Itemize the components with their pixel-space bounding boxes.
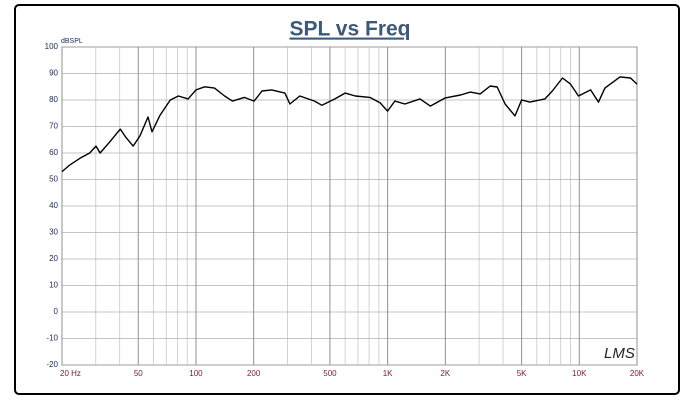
chart-title: SPL vs Freq	[290, 18, 411, 41]
x-tick-label: 20 Hz	[60, 369, 81, 378]
y-tick-label: 100	[45, 42, 59, 51]
y-tick-label: -10	[46, 334, 58, 343]
x-tick-label: 200	[247, 369, 261, 378]
x-tick-label: 20K	[630, 369, 645, 378]
spl-line	[61, 76, 638, 173]
x-tick-label: 100	[189, 369, 203, 378]
y-tick-label: 90	[49, 69, 58, 78]
x-tick-label: 50	[134, 369, 143, 378]
x-tick-label: 10K	[572, 369, 587, 378]
y-tick-label: 80	[49, 95, 58, 104]
x-tick-label: 1K	[383, 369, 393, 378]
y-tick-label: 60	[49, 148, 58, 157]
y-tick-label: 40	[49, 201, 58, 210]
y-tick-label: 30	[49, 228, 58, 237]
x-tick-label: 5K	[517, 369, 527, 378]
watermark: LMS	[604, 345, 635, 362]
x-tick-label: 500	[323, 369, 337, 378]
y-tick-label: 50	[49, 175, 58, 184]
y-tick-label: -20	[46, 360, 58, 369]
y-tick-label: 10	[49, 281, 58, 290]
y-tick-label: 70	[49, 122, 58, 131]
y-axis-label: dBSPL	[61, 38, 83, 45]
x-tick-label: 2K	[440, 369, 450, 378]
y-tick-label: 0	[54, 307, 59, 316]
y-tick-label: 20	[49, 254, 58, 263]
